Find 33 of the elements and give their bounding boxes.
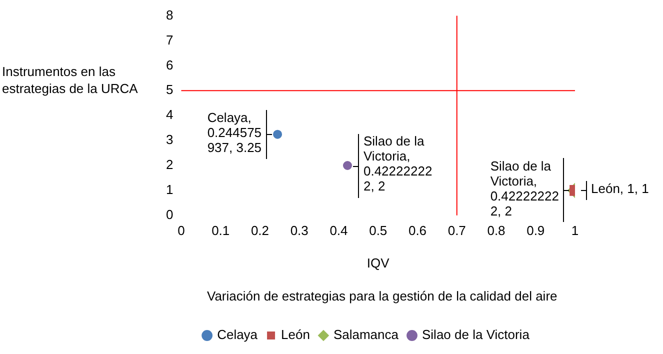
x-tick-label: 1: [571, 222, 579, 238]
y-tick-label: 2: [166, 157, 174, 172]
text: Variación de estrategias para la gestión de la calidad del aire: [206, 288, 558, 304]
y-tick-label: 1: [166, 182, 174, 198]
y-tick-label: 8: [166, 7, 174, 22]
y-tick-label: 7: [166, 32, 174, 48]
y-tick-label: 3: [166, 132, 174, 148]
x-tick-label: 0.2: [250, 222, 270, 238]
data-label: Silao de la Victoria, 0.422222222, 2: [363, 134, 432, 194]
x-tick-label: 0.5: [369, 222, 388, 238]
x-tick-label: 0.9: [526, 222, 545, 238]
y-tick-label: 0: [166, 206, 174, 222]
y-tick-label: 6: [166, 57, 174, 72]
point: [273, 130, 282, 139]
data-label: León, 1, 1: [591, 181, 649, 196]
x-tick-label: 0: [178, 222, 185, 238]
x-tick-label: 0.7: [448, 222, 466, 238]
data-label: Celaya, 0.244575937, 3.25: [207, 110, 262, 155]
x-tick-label: 0.4: [330, 222, 348, 238]
data-label: Silao de la Victoria, 0.422222222, 2: [490, 158, 560, 219]
y-tick-label: 4: [166, 107, 174, 122]
legend-label: Celaya: [217, 327, 258, 342]
legend-label: Salamanca: [333, 327, 400, 342]
point: [342, 161, 352, 170]
legend-label: León: [281, 327, 310, 342]
x-tick-label: 0.6: [408, 222, 427, 238]
x-tick-label: 0.8: [487, 222, 506, 238]
y-axis-title: Instrumentos en las estrategias de la URCA: [2, 64, 138, 96]
y-tick-label: 5: [166, 82, 174, 98]
x-tick-label: 0.3: [290, 222, 308, 238]
x-axis-title: IQV: [366, 255, 390, 270]
x-tick-label: 0.1: [212, 222, 230, 238]
legend-label: Silao de la Victoria: [422, 327, 530, 342]
